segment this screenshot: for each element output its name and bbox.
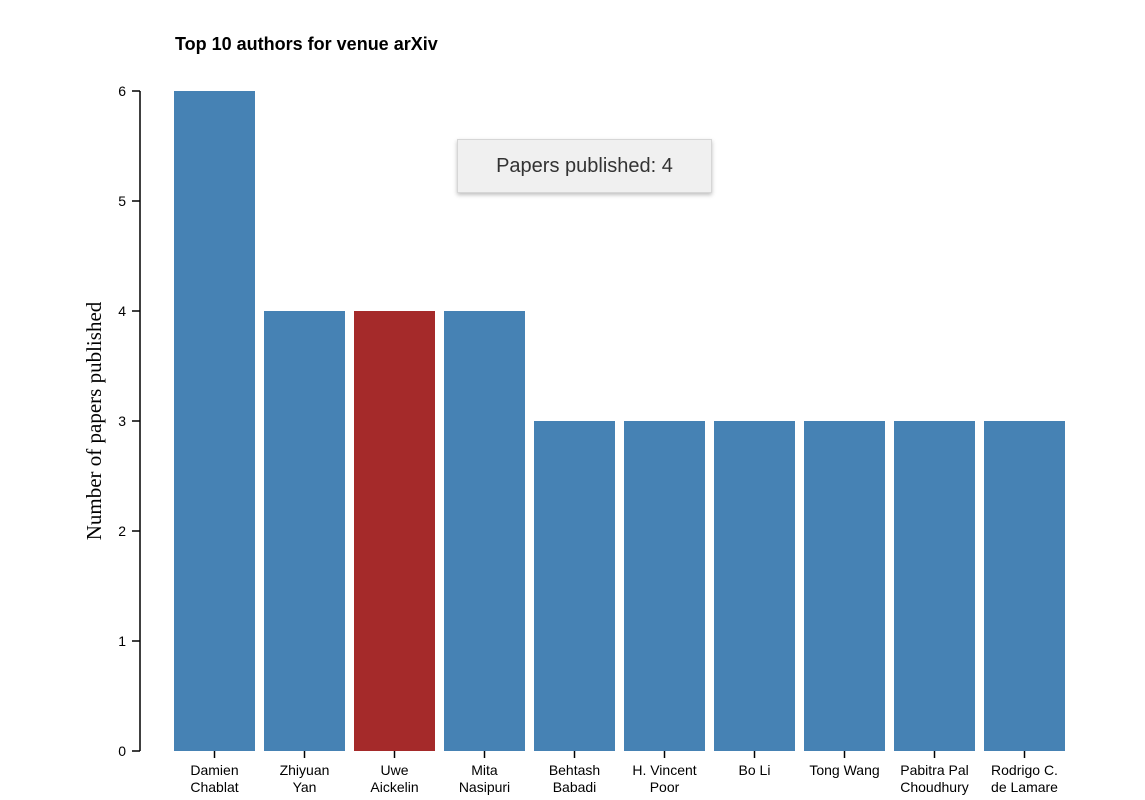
bar[interactable] bbox=[444, 311, 525, 751]
bar[interactable] bbox=[264, 311, 345, 751]
bars bbox=[174, 91, 1065, 751]
x-tick-label: Damien Chablat bbox=[190, 762, 238, 795]
x-tick-label-line: Uwe bbox=[380, 762, 408, 778]
x-tick-label-line: Bo Li bbox=[739, 762, 771, 778]
x-tick-label: Bo Li bbox=[739, 762, 771, 778]
x-tick-label-line: Nasipuri bbox=[459, 779, 510, 795]
bar[interactable] bbox=[174, 91, 255, 751]
chart-title: Top 10 authors for venue arXiv bbox=[175, 34, 438, 54]
x-tick-label: Tong Wang bbox=[809, 762, 879, 778]
x-tick-label-line: de Lamare bbox=[991, 779, 1058, 795]
x-tick-label-line: Chablat bbox=[190, 779, 238, 795]
x-tick-label: H. Vincent Poor bbox=[632, 762, 696, 795]
x-tick-label: Zhiyuan Yan bbox=[280, 762, 330, 795]
y-tick-label: 1 bbox=[118, 633, 126, 649]
bar[interactable] bbox=[804, 421, 885, 751]
bar[interactable] bbox=[624, 421, 705, 751]
bar[interactable] bbox=[534, 421, 615, 751]
bar[interactable] bbox=[354, 311, 435, 751]
x-tick-label-line: Behtash bbox=[549, 762, 600, 778]
x-tick-label-line: Aickelin bbox=[370, 779, 418, 795]
x-tick-label-line: Tong Wang bbox=[809, 762, 879, 778]
x-tick-label-line: H. Vincent bbox=[632, 762, 696, 778]
x-tick-label-line: Babadi bbox=[553, 779, 597, 795]
x-tick-label-line: Mita bbox=[471, 762, 498, 778]
y-tick-label: 4 bbox=[118, 303, 126, 319]
x-tick-label-line: Damien bbox=[190, 762, 238, 778]
y-tick-label: 0 bbox=[118, 743, 126, 759]
tooltip-label: Papers published: 4 bbox=[496, 154, 673, 177]
x-tick-label: Uwe Aickelin bbox=[370, 762, 418, 795]
y-tick-label: 2 bbox=[118, 523, 126, 539]
bar[interactable] bbox=[894, 421, 975, 751]
x-tick-label: Mita Nasipuri bbox=[459, 762, 510, 795]
x-tick-label: Rodrigo C. de Lamare bbox=[991, 762, 1058, 795]
tooltip: Papers published: 4 bbox=[457, 139, 712, 193]
y-axis-label: Number of papers published bbox=[82, 301, 106, 540]
x-tick-label-line: Pabitra Pal bbox=[900, 762, 968, 778]
x-tick-label-line: Poor bbox=[650, 779, 680, 795]
bar[interactable] bbox=[984, 421, 1065, 751]
y-tick-label: 6 bbox=[118, 83, 126, 99]
x-tick-label-line: Zhiyuan bbox=[280, 762, 330, 778]
y-axis: 0 1 2 3 4 5 6 bbox=[118, 83, 141, 759]
x-axis: Damien Chablat Zhiyuan Yan Uwe Aickelin Mita Na… bbox=[190, 751, 1058, 795]
x-tick-label-line: Rodrigo C. bbox=[991, 762, 1058, 778]
bar[interactable] bbox=[714, 421, 795, 751]
y-tick-label: 3 bbox=[118, 413, 126, 429]
x-tick-label: Behtash Babadi bbox=[549, 762, 600, 795]
x-tick-label: Pabitra Pal Choudhury bbox=[900, 762, 969, 795]
x-tick-label-line: Yan bbox=[293, 779, 317, 795]
y-tick-label: 5 bbox=[118, 193, 126, 209]
x-tick-label-line: Choudhury bbox=[900, 779, 969, 795]
